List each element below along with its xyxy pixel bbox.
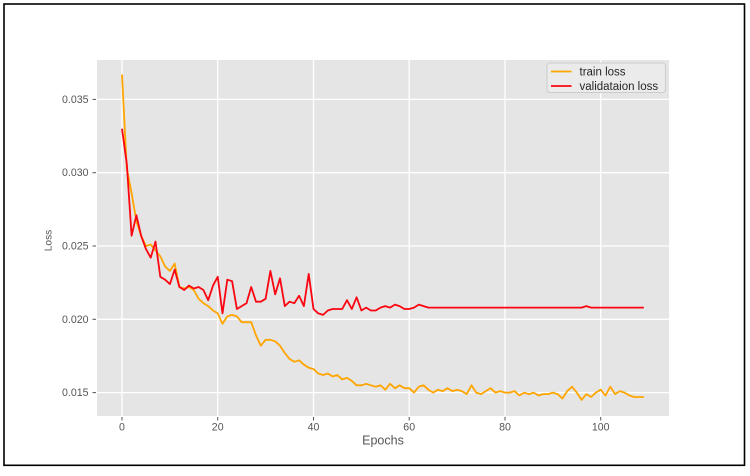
- svg-text:0.030: 0.030: [62, 167, 89, 179]
- svg-text:0.035: 0.035: [62, 94, 89, 106]
- svg-text:0.020: 0.020: [62, 314, 89, 326]
- svg-text:0: 0: [119, 422, 125, 434]
- svg-text:0.025: 0.025: [62, 241, 89, 253]
- svg-text:0.015: 0.015: [62, 387, 89, 399]
- svg-text:40: 40: [308, 422, 320, 434]
- svg-text:60: 60: [403, 422, 415, 434]
- svg-text:80: 80: [499, 422, 511, 434]
- svg-text:Loss: Loss: [44, 230, 55, 252]
- svg-text:100: 100: [592, 422, 610, 434]
- svg-text:20: 20: [212, 422, 224, 434]
- svg-text:validataion loss: validataion loss: [580, 81, 659, 93]
- svg-text:Epochs: Epochs: [362, 434, 404, 448]
- svg-text:train loss: train loss: [580, 67, 626, 79]
